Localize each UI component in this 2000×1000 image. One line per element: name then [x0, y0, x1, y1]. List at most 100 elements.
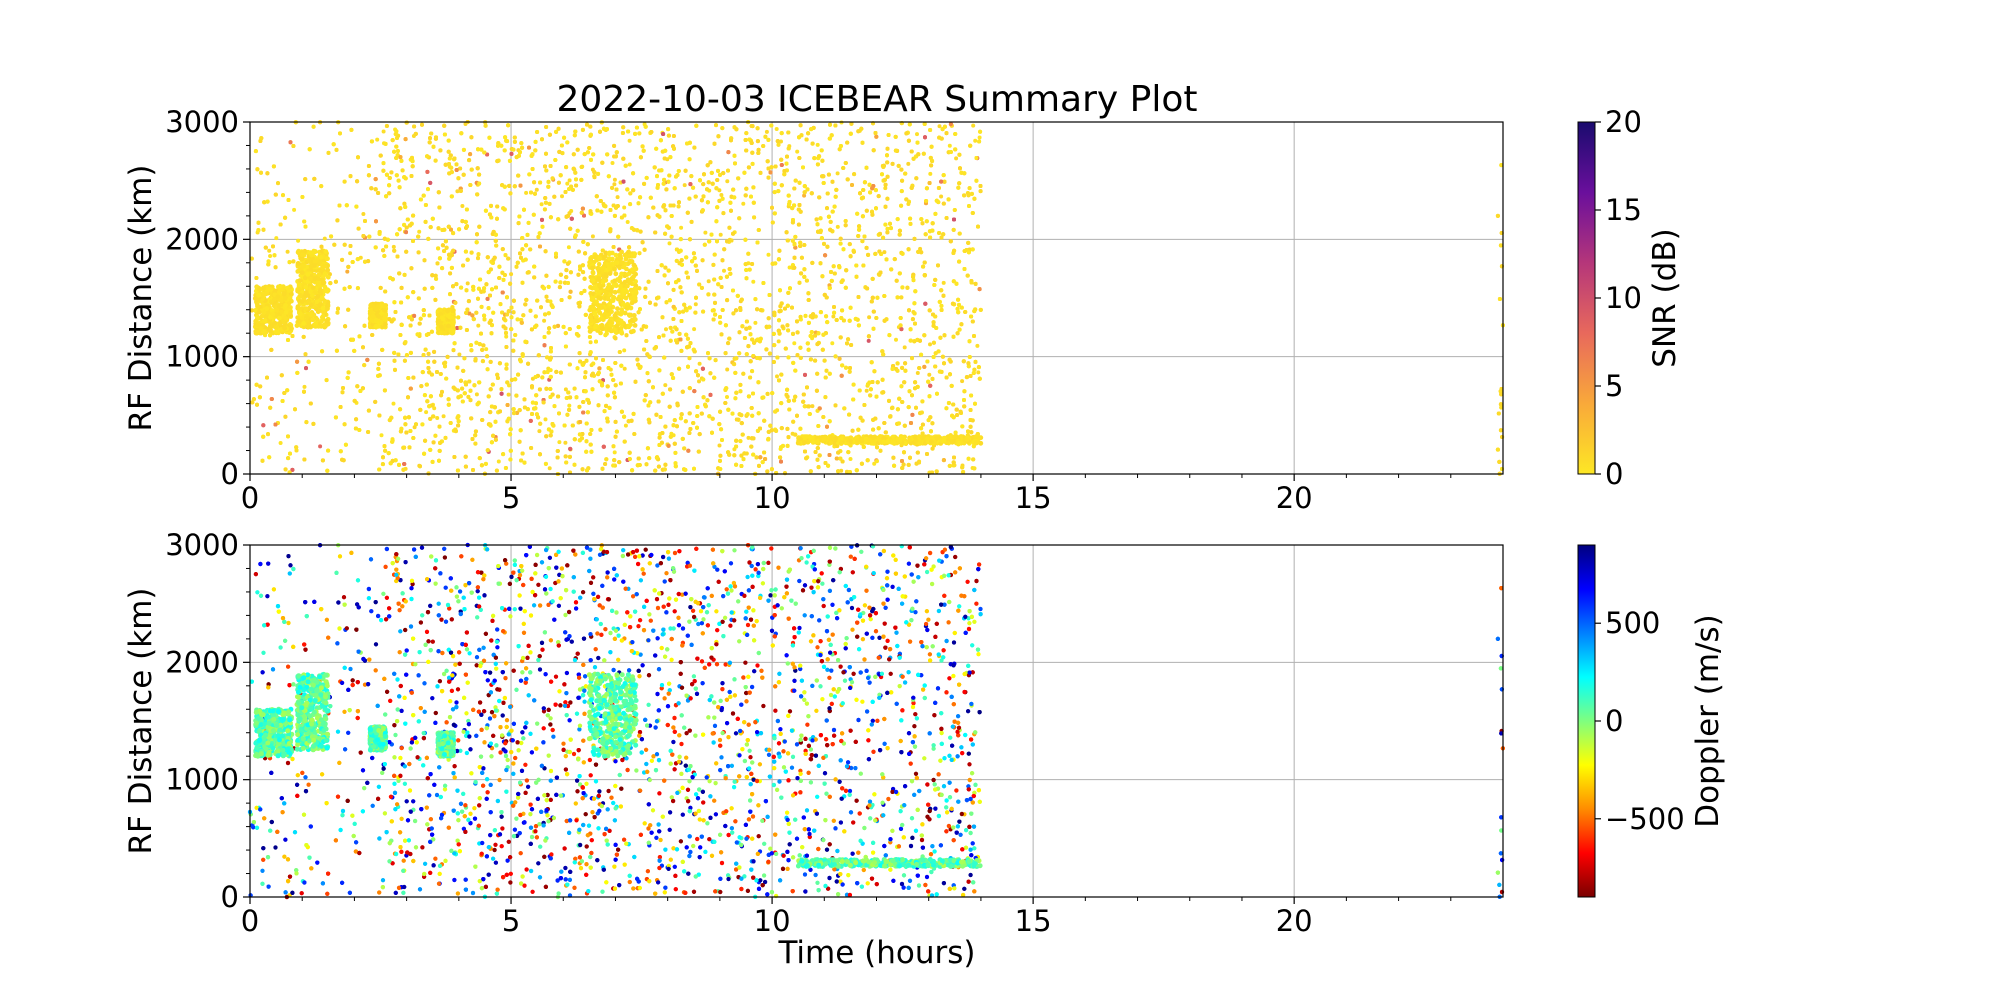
- scatter-point: [348, 251, 353, 256]
- scatter-point: [918, 246, 923, 251]
- scatter-point: [719, 193, 724, 197]
- scatter-point: [928, 171, 933, 176]
- scatter-point: [274, 236, 279, 241]
- scatter-point: [622, 348, 627, 353]
- scatter-point: [567, 403, 572, 408]
- scatter-point: [542, 318, 547, 323]
- scatter-point: [939, 194, 944, 199]
- scatter-point: [973, 138, 978, 143]
- scatter-point: [465, 281, 470, 286]
- scatter-point: [954, 156, 959, 161]
- scatter-point: [612, 177, 617, 182]
- scatter-point: [718, 232, 723, 237]
- scatter-point: [725, 367, 730, 372]
- scatter-point: [717, 188, 722, 193]
- scatter-point: [866, 338, 871, 343]
- scatter-point: [792, 341, 797, 346]
- scatter-point: [622, 205, 627, 210]
- scatter-point: [622, 366, 627, 371]
- scatter-point: [455, 189, 460, 194]
- scatter-point: [623, 423, 628, 428]
- scatter-point: [976, 370, 981, 375]
- scatter-point: [302, 384, 307, 389]
- scatter-point: [717, 443, 722, 448]
- scatter-point: [296, 238, 301, 243]
- scatter-point: [563, 387, 568, 392]
- scatter-point: [565, 181, 570, 186]
- scatter-point: [802, 193, 807, 198]
- scatter-point: [795, 149, 800, 154]
- scatter-point: [937, 124, 942, 129]
- scatter-point: [928, 342, 932, 347]
- scatter-point: [566, 245, 571, 250]
- scatter-point: [457, 352, 462, 357]
- scatter-point: [941, 280, 946, 285]
- scatter-point: [545, 298, 550, 303]
- scatter-point: [537, 429, 542, 434]
- scatter-point: [664, 327, 668, 332]
- scatter-point: [725, 179, 730, 184]
- scatter-point: [975, 343, 980, 348]
- scatter-point: [322, 236, 327, 241]
- scatter-point: [267, 248, 272, 253]
- scatter-point: [835, 224, 840, 229]
- scatter-point: [435, 416, 440, 420]
- scatter-point: [504, 334, 509, 339]
- scatter-point: [412, 425, 417, 430]
- scatter-point: [692, 327, 697, 332]
- scatter-point: [278, 441, 283, 445]
- scatter-point: [815, 142, 820, 147]
- scatter-point: [292, 207, 297, 212]
- scatter-point: [830, 341, 835, 346]
- scatter-point: [766, 252, 771, 257]
- scatter-point: [835, 171, 840, 176]
- scatter-point: [867, 315, 872, 320]
- chart-title: 2022-10-03 ICEBEAR Summary Plot: [557, 79, 1198, 120]
- scatter-point: [381, 129, 386, 134]
- scatter-point: [810, 404, 815, 409]
- scatter-point: [417, 229, 422, 234]
- scatter-point: [509, 272, 514, 277]
- scatter-point: [539, 202, 544, 207]
- scatter-point: [424, 410, 429, 415]
- scatter-point: [751, 279, 756, 284]
- scatter-point: [906, 161, 911, 166]
- scatter-point: [915, 371, 920, 375]
- scatter-point: [697, 361, 702, 366]
- scatter-point: [507, 383, 511, 388]
- scatter-point: [902, 345, 907, 350]
- scatter-point: [775, 374, 779, 379]
- scatter-point: [722, 268, 726, 273]
- scatter-point: [960, 379, 965, 384]
- scatter-point: [839, 468, 844, 473]
- scatter-point: [484, 347, 489, 352]
- scatter-point: [432, 406, 437, 411]
- scatter-point: [612, 450, 617, 455]
- scatter-point: [848, 457, 853, 461]
- scatter-point: [610, 161, 615, 165]
- scatter-point: [615, 195, 620, 200]
- scatter-point: [679, 225, 684, 230]
- scatter-point: [375, 137, 380, 142]
- scatter-point: [927, 372, 932, 377]
- scatter-point: [864, 388, 869, 393]
- scatter-point: [560, 194, 564, 199]
- scatter-point: [746, 435, 751, 440]
- scatter-point: [776, 339, 781, 344]
- scatter-point: [625, 220, 630, 224]
- scatter-point: [563, 440, 568, 445]
- scatter-point: [557, 440, 562, 445]
- scatter-point: [831, 314, 836, 319]
- scatter-point: [268, 254, 273, 258]
- snr-scatter-points: [249, 120, 1505, 476]
- scatter-point: [915, 132, 919, 137]
- scatter-point: [774, 127, 779, 131]
- scatter-point: [496, 459, 501, 464]
- scatter-point: [882, 250, 887, 255]
- scatter-point: [725, 395, 729, 399]
- scatter-point: [682, 183, 687, 188]
- scatter-point: [706, 279, 711, 284]
- scatter-point: [753, 320, 758, 325]
